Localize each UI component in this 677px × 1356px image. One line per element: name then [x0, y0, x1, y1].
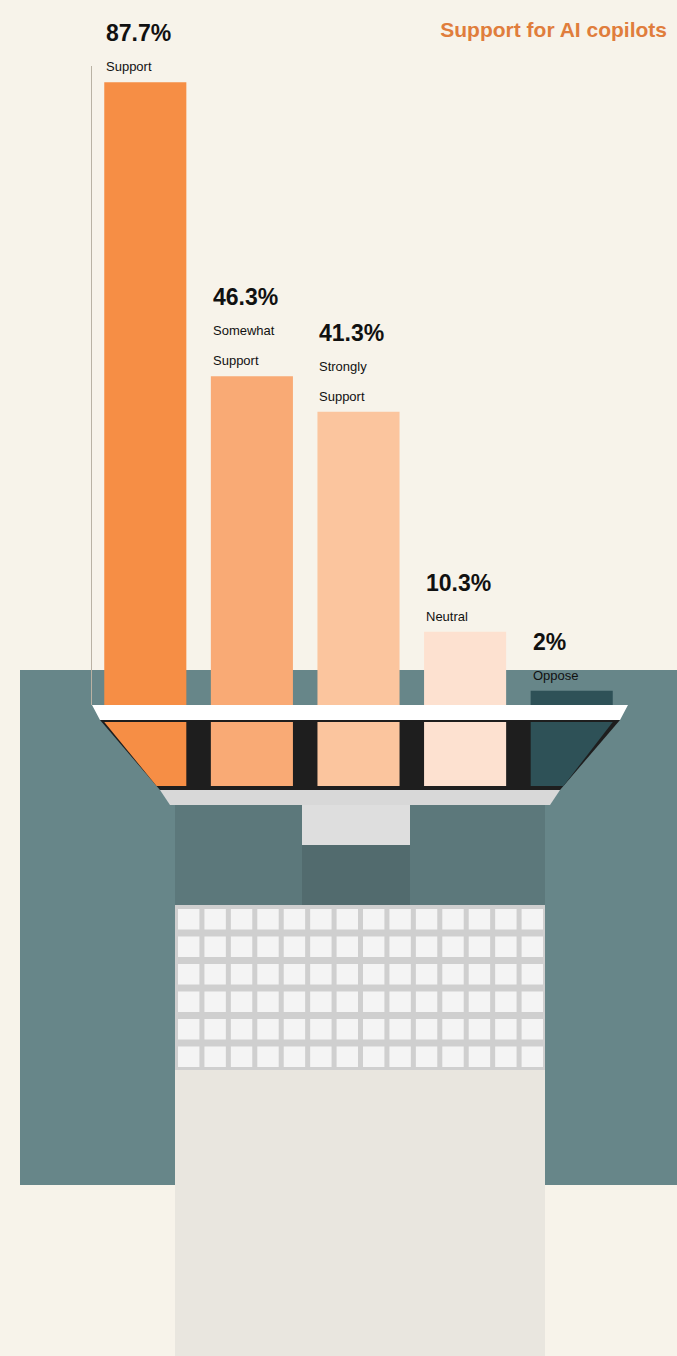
svg-text:46.3%SomewhatSupport: 46.3%SomewhatSupport — [213, 284, 278, 368]
svg-text:Support for AI copilots: Support for AI copilots — [440, 18, 667, 41]
svg-text:87.7%Support: 87.7%Support — [106, 20, 171, 74]
svg-text:2%Oppose: 2%Oppose — [533, 629, 579, 683]
svg-text:41.3%StronglySupport: 41.3%StronglySupport — [319, 320, 384, 404]
svg-text:10.3%Neutral: 10.3%Neutral — [426, 570, 491, 624]
